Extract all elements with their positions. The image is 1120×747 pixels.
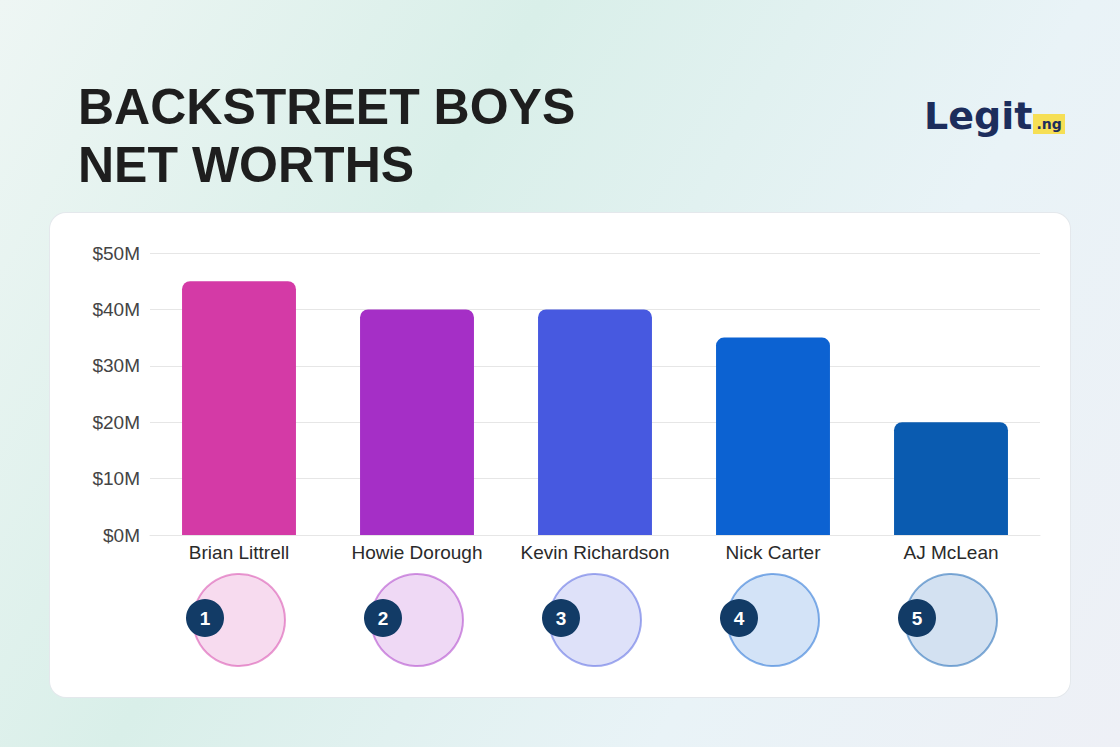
svg-text:1: 1 bbox=[200, 608, 211, 629]
html-text:.ng: .ng bbox=[1036, 116, 1062, 132]
svg-text:Howie Dorough: Howie Dorough bbox=[352, 542, 483, 563]
svg-text:5: 5 bbox=[912, 608, 923, 629]
svg-text:$0M: $0M bbox=[103, 525, 140, 546]
html-text:BACKSTREET BOYS NET WORTHS: BACKSTREET BOYS NET WORTHS bbox=[78, 79, 576, 193]
svg-text:Brian Littrell: Brian Littrell bbox=[189, 542, 289, 563]
svg-text:$20M: $20M bbox=[92, 412, 140, 433]
svg-text:AJ McLean: AJ McLean bbox=[903, 542, 998, 563]
svg-text:2: 2 bbox=[378, 608, 389, 629]
svg-text:$40M: $40M bbox=[92, 299, 140, 320]
svg-text:$50M: $50M bbox=[92, 243, 140, 264]
svg-text:3: 3 bbox=[556, 608, 567, 629]
html-text:Legit: Legit bbox=[924, 94, 1033, 138]
svg-text:$10M: $10M bbox=[92, 468, 140, 489]
svg-text:Nick Carter: Nick Carter bbox=[725, 542, 821, 563]
svg-text:4: 4 bbox=[734, 608, 745, 629]
svg-text:$30M: $30M bbox=[92, 355, 140, 376]
svg-text:Kevin Richardson: Kevin Richardson bbox=[521, 542, 670, 563]
